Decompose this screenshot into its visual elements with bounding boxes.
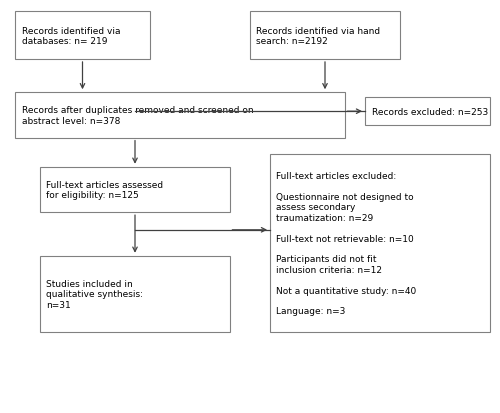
Text: Records excluded: n=253: Records excluded: n=253	[372, 107, 488, 116]
Text: Full-text articles assessed
for eligibility: n=125: Full-text articles assessed for eligibil…	[46, 180, 164, 199]
FancyBboxPatch shape	[15, 93, 345, 138]
Text: Studies included in
qualitative synthesis:
n=31: Studies included in qualitative synthesi…	[46, 280, 144, 309]
FancyBboxPatch shape	[365, 98, 490, 126]
Text: Records after duplicates removed and screened on
abstract level: n=378: Records after duplicates removed and scr…	[22, 106, 253, 125]
FancyBboxPatch shape	[250, 12, 400, 60]
FancyBboxPatch shape	[270, 155, 490, 332]
FancyBboxPatch shape	[40, 256, 230, 332]
Text: Records identified via hand
search: n=2192: Records identified via hand search: n=21…	[256, 26, 380, 46]
FancyBboxPatch shape	[15, 12, 150, 60]
Text: Full-text articles excluded:

Questionnaire not designed to
assess secondary
tra: Full-text articles excluded: Questionnai…	[276, 172, 417, 316]
Text: Records identified via
databases: n= 219: Records identified via databases: n= 219	[22, 26, 120, 46]
FancyBboxPatch shape	[40, 167, 230, 213]
